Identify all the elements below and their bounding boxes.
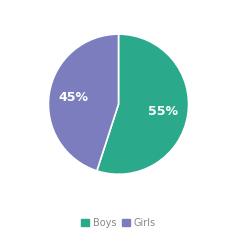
Text: 55%: 55%	[148, 105, 178, 118]
Legend: Boys, Girls: Boys, Girls	[77, 214, 160, 229]
Text: 45%: 45%	[59, 91, 89, 104]
Wedge shape	[97, 34, 189, 174]
Wedge shape	[48, 34, 119, 171]
